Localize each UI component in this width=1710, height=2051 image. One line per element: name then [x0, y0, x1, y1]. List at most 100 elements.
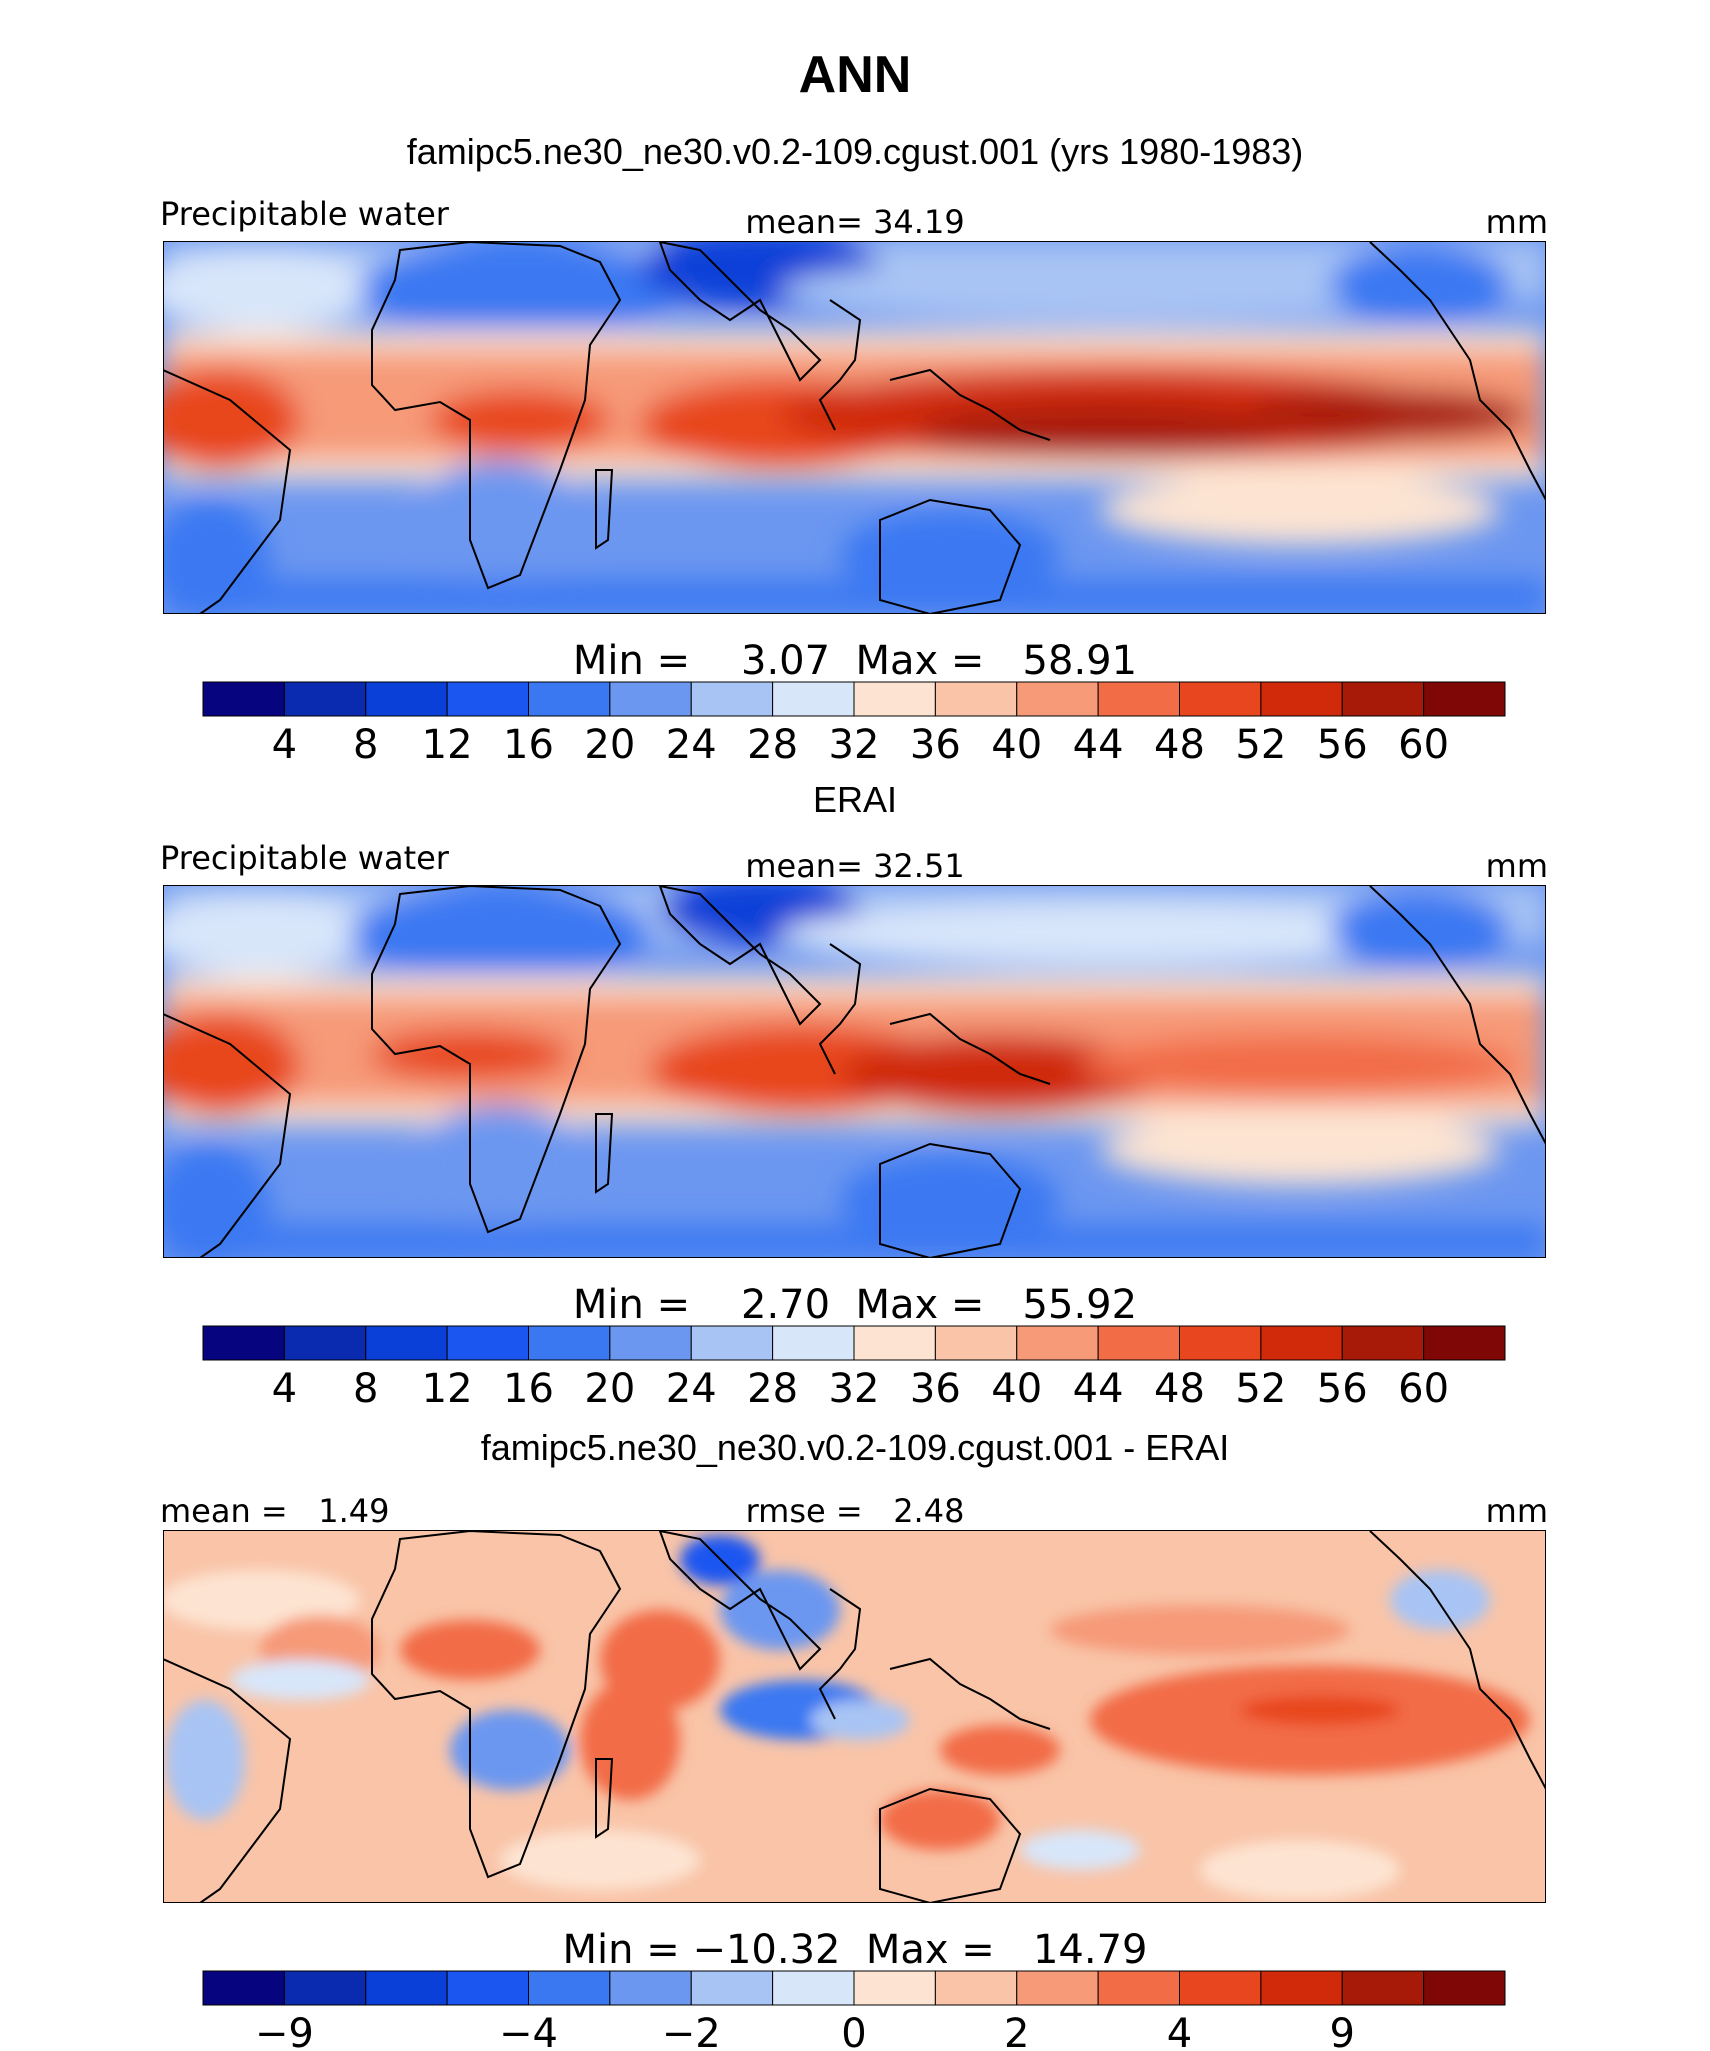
- colorbar-swatch: [446, 1970, 529, 2006]
- colorbar-tick-label: −2: [662, 2011, 721, 2051]
- panel-model-mean-label: mean= 34.19: [745, 203, 964, 241]
- colorbar-swatch: [446, 1325, 529, 1361]
- colorbar-swatch: [365, 681, 448, 717]
- colorbar-swatch: [690, 681, 774, 717]
- colorbar-swatch: [1097, 1325, 1180, 1361]
- colorbar-tick-label: 4: [1167, 2011, 1192, 2051]
- panel-obs-map: [163, 885, 1546, 1258]
- colorbar-tick-label: 16: [503, 1366, 554, 1412]
- colorbar-swatch: [1423, 1325, 1506, 1361]
- colorbar-swatch: [853, 681, 936, 717]
- panel-model-colorbar: 4 8 12 16 20 24 28 32 36 40 44 48 52 56 60: [202, 681, 1506, 768]
- colorbar-tick-label: 32: [829, 1366, 880, 1412]
- colorbar-swatch: [609, 681, 692, 717]
- colorbar-tick-label: 32: [829, 722, 880, 768]
- colorbar-tick-label: 12: [422, 1366, 473, 1412]
- colorbar-swatch: [283, 1970, 367, 2006]
- panel-obs-stats: Min = 2.70 Max = 55.92: [573, 1282, 1137, 1328]
- panel-diff-title: famipc5.ne30_ne30.v0.2-109.cgust.001 - E…: [481, 1427, 1229, 1468]
- colorbar-tick-label: 40: [991, 722, 1042, 768]
- panel-diff-units-label: mm: [1486, 1492, 1548, 1530]
- panel-diff-rmse-label: rmse = 2.48: [746, 1492, 965, 1530]
- panel-obs: ERAI Precipitable water mean= 32.51 mm: [160, 779, 1548, 1412]
- colorbar-tick-label: 28: [747, 1366, 798, 1412]
- colorbar-tick-label: 56: [1317, 722, 1368, 768]
- colorbar-swatch: [1179, 1325, 1262, 1361]
- colorbar-tick-label: 48: [1154, 722, 1205, 768]
- colorbar-swatch: [1179, 1970, 1262, 2006]
- colorbar-tick-label: 8: [353, 1366, 378, 1412]
- panel-model-map: [163, 241, 1546, 614]
- colorbar-tick-label: 52: [1235, 722, 1286, 768]
- panel-diff: famipc5.ne30_ne30.v0.2-109.cgust.001 - E…: [160, 1427, 1548, 2051]
- colorbar-tick-label: 8: [353, 722, 378, 768]
- panel-diff-colorbar: −9 −4 −2 0 2 4 9: [202, 1970, 1506, 2051]
- panel-obs-title: ERAI: [813, 779, 897, 820]
- colorbar-tick-label: 4: [272, 722, 297, 768]
- colorbar-swatch: [365, 1325, 448, 1361]
- colorbar-tick-label: 36: [910, 1366, 961, 1412]
- colorbar-swatch: [446, 681, 529, 717]
- colorbar-swatch: [1260, 1970, 1343, 2006]
- colorbar-swatch: [772, 681, 855, 717]
- colorbar-swatch: [690, 1970, 774, 2006]
- colorbar-swatch: [365, 1970, 448, 2006]
- colorbar-swatch: [772, 1970, 855, 2006]
- colorbar-tick-label: 44: [1073, 1366, 1124, 1412]
- colorbar-swatch: [1260, 1325, 1343, 1361]
- colorbar-swatch: [1016, 681, 1099, 717]
- colorbar-swatch: [528, 1325, 611, 1361]
- colorbar-swatch: [1097, 681, 1180, 717]
- colorbar-swatch: [528, 1970, 611, 2006]
- colorbar-tick-label: 9: [1330, 2011, 1355, 2051]
- colorbar-tick-label: 52: [1235, 1366, 1286, 1412]
- colorbar-tick-label: 36: [910, 722, 961, 768]
- colorbar-tick-label: 44: [1073, 722, 1124, 768]
- panel-obs-colorbar: 4 8 12 16 20 24 28 32 36 40 44 48 52 56 60: [202, 1325, 1506, 1412]
- colorbar-swatch: [772, 1325, 855, 1361]
- colorbar-swatch: [1341, 1325, 1425, 1361]
- panel-model-units-label: mm: [1486, 203, 1548, 241]
- colorbar-swatch: [1179, 681, 1262, 717]
- colorbar-swatch: [283, 681, 367, 717]
- panel-model-stats: Min = 3.07 Max = 58.91: [573, 638, 1137, 684]
- colorbar-tick-label: 20: [584, 722, 635, 768]
- colorbar-swatch: [934, 681, 1018, 717]
- colorbar-swatch: [1097, 1970, 1180, 2006]
- colorbar-tick-label: 20: [584, 1366, 635, 1412]
- panel-obs-variable-label: Precipitable water: [160, 839, 450, 877]
- figure-title: ANN: [799, 46, 912, 104]
- colorbar-tick-label: 12: [422, 722, 473, 768]
- colorbar-swatch: [202, 681, 285, 717]
- colorbar-tick-label: 2: [1004, 2011, 1029, 2051]
- colorbar-swatch: [609, 1970, 692, 2006]
- panel-model-title: famipc5.ne30_ne30.v0.2-109.cgust.001 (yr…: [407, 131, 1304, 172]
- colorbar-swatch: [934, 1970, 1018, 2006]
- panel-diff-stats: Min = −10.32 Max = 14.79: [563, 1927, 1148, 1973]
- colorbar-tick-label: 60: [1398, 1366, 1449, 1412]
- colorbar-swatch: [1260, 681, 1343, 717]
- panel-diff-map: [163, 1530, 1546, 1903]
- panel-obs-mean-label: mean= 32.51: [745, 847, 964, 885]
- colorbar-tick-label: −9: [255, 2011, 314, 2051]
- colorbar-tick-label: 56: [1317, 1366, 1368, 1412]
- colorbar-tick-label: 0: [841, 2011, 866, 2051]
- colorbar-swatch: [1341, 1970, 1425, 2006]
- colorbar-tick-label: 40: [991, 1366, 1042, 1412]
- colorbar-tick-label: 4: [272, 1366, 297, 1412]
- colorbar-tick-label: 16: [503, 722, 554, 768]
- colorbar-tick-label: −4: [499, 2011, 558, 2051]
- colorbar-tick-label: 24: [666, 722, 717, 768]
- colorbar-swatch: [528, 681, 611, 717]
- colorbar-swatch: [1341, 681, 1425, 717]
- panel-obs-units-label: mm: [1486, 847, 1548, 885]
- colorbar-swatch: [853, 1970, 936, 2006]
- colorbar-swatch: [202, 1325, 285, 1361]
- colorbar-swatch: [283, 1325, 367, 1361]
- colorbar-tick-label: 28: [747, 722, 798, 768]
- colorbar-tick-label: 60: [1398, 722, 1449, 768]
- colorbar-swatch: [1423, 1970, 1506, 2006]
- colorbar-swatch: [934, 1325, 1018, 1361]
- colorbar-tick-label: 24: [666, 1366, 717, 1412]
